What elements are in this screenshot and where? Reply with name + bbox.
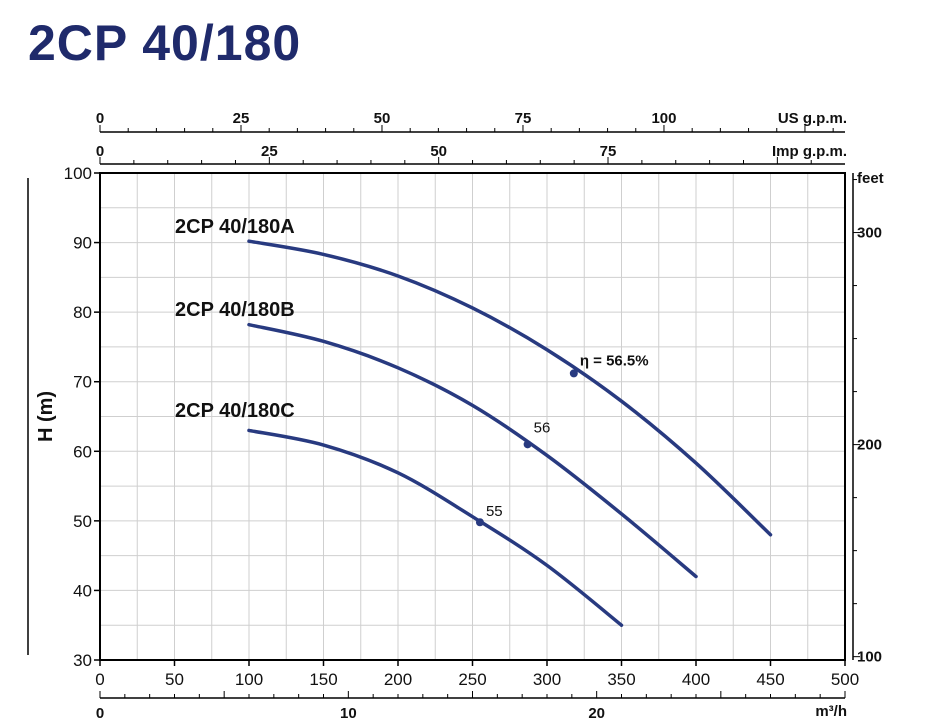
y-tick-label: 40: [73, 581, 92, 600]
feet-tick-label: 100: [857, 649, 882, 666]
series-line: [247, 428, 624, 627]
imp-gpm-tick-label: 50: [430, 143, 447, 160]
imp-gpm-axis-label: Imp g.p.m.: [772, 143, 847, 160]
x-tick-label: 200: [384, 670, 412, 689]
us-gpm-tick-label: 100: [651, 110, 676, 127]
y-tick-label: 100: [64, 164, 92, 183]
us-gpm-tick-label: 0: [96, 110, 104, 127]
y-axis-title: H (m): [35, 391, 57, 442]
us-gpm-axis-label: US g.p.m.: [778, 110, 847, 127]
series-label: 2CP 40/180C: [175, 400, 295, 422]
efficiency-point: [475, 518, 484, 527]
x-tick-label: 100: [235, 670, 263, 689]
y-tick-label: 90: [73, 234, 92, 253]
efficiency-point: [569, 369, 578, 378]
feet-axis-label: feet: [857, 170, 884, 187]
m3h-tick-label: 20: [588, 705, 605, 722]
x-tick-label: 450: [756, 670, 784, 689]
m3h-tick-label: 0: [96, 705, 104, 722]
us-gpm-tick-label: 50: [374, 110, 391, 127]
efficiency-label: η = 56.5%: [580, 352, 649, 369]
series-line: [247, 239, 773, 537]
m3h-axis-label: m³/h: [815, 703, 847, 720]
m3h-tick-label: 10: [340, 705, 357, 722]
x-tick-label: 50: [165, 670, 184, 689]
us-gpm-tick-label: 75: [515, 110, 532, 127]
x-tick-label: 300: [533, 670, 561, 689]
x-tick-label: 250: [458, 670, 486, 689]
us-gpm-tick-label: 25: [233, 110, 250, 127]
imp-gpm-tick-label: 0: [96, 143, 104, 160]
feet-tick-label: 200: [857, 437, 882, 454]
y-tick-label: 30: [73, 651, 92, 670]
y-tick-label: 70: [73, 373, 92, 392]
feet-tick-label: 300: [857, 225, 882, 242]
series-label: 2CP 40/180A: [175, 216, 295, 238]
efficiency-label: 55: [486, 503, 503, 520]
series-label: 2CP 40/180B: [175, 299, 295, 321]
x-tick-label: 350: [607, 670, 635, 689]
imp-gpm-tick-label: 75: [600, 143, 617, 160]
series-line: [247, 322, 698, 579]
efficiency-label: 56: [534, 419, 551, 436]
y-tick-label: 60: [73, 442, 92, 461]
x-tick-label: 150: [309, 670, 337, 689]
y-tick-label: 80: [73, 303, 92, 322]
x-tick-label: 400: [682, 670, 710, 689]
x-tick-label: 0: [95, 670, 104, 689]
imp-gpm-tick-label: 25: [261, 143, 278, 160]
efficiency-point: [523, 440, 532, 449]
page-title: 2CP 40/180: [28, 15, 302, 71]
y-tick-label: 50: [73, 512, 92, 531]
x-tick-label: 500: [831, 670, 859, 689]
